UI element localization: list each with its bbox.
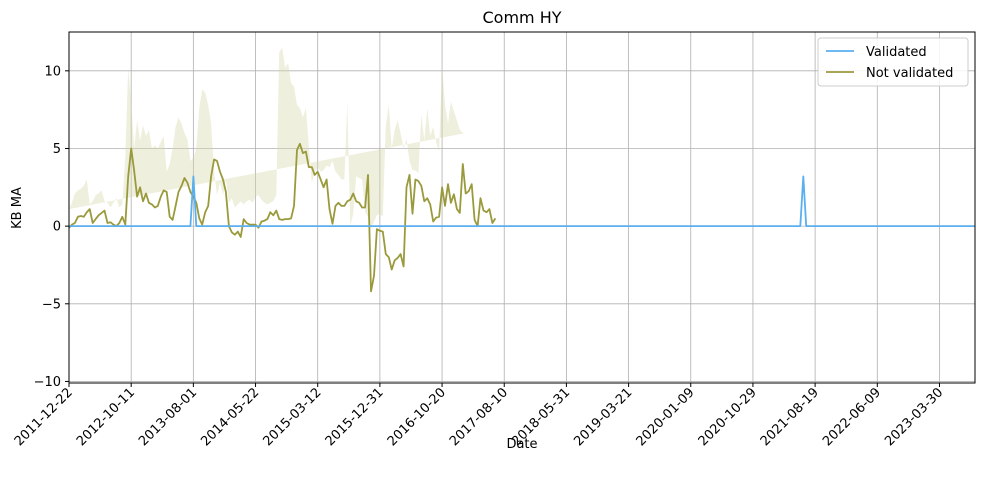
legend: Validated Not validated [817,37,969,87]
y-axis-label: KB MA [10,187,25,229]
series-lines [68,142,975,293]
y-tick-label: −10 [34,375,61,390]
y-tick-label: 10 [44,64,61,79]
legend-label-not-validated: Not validated [866,66,953,81]
legend-box [817,37,969,87]
plot-frame [68,31,976,384]
y-tick-label: 0 [53,220,61,235]
series-line-validated [69,175,975,228]
y-tick-label: −5 [42,297,61,312]
legend-label-validated: Validated [866,45,927,60]
grid [68,32,975,383]
series-line-not-validated [68,142,497,293]
chart-title: Comm HY [482,8,561,27]
y-tick-label: 5 [53,142,61,157]
x-axis-label: Date [506,437,537,452]
plot-area [69,32,975,383]
y-axis: −10 −5 0 5 10 [34,64,69,390]
